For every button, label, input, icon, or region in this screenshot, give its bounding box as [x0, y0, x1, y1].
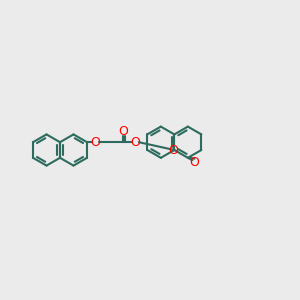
Text: O: O: [118, 125, 128, 138]
Text: O: O: [190, 156, 200, 169]
Text: O: O: [130, 136, 140, 149]
Text: O: O: [168, 143, 178, 157]
Text: O: O: [91, 136, 100, 149]
